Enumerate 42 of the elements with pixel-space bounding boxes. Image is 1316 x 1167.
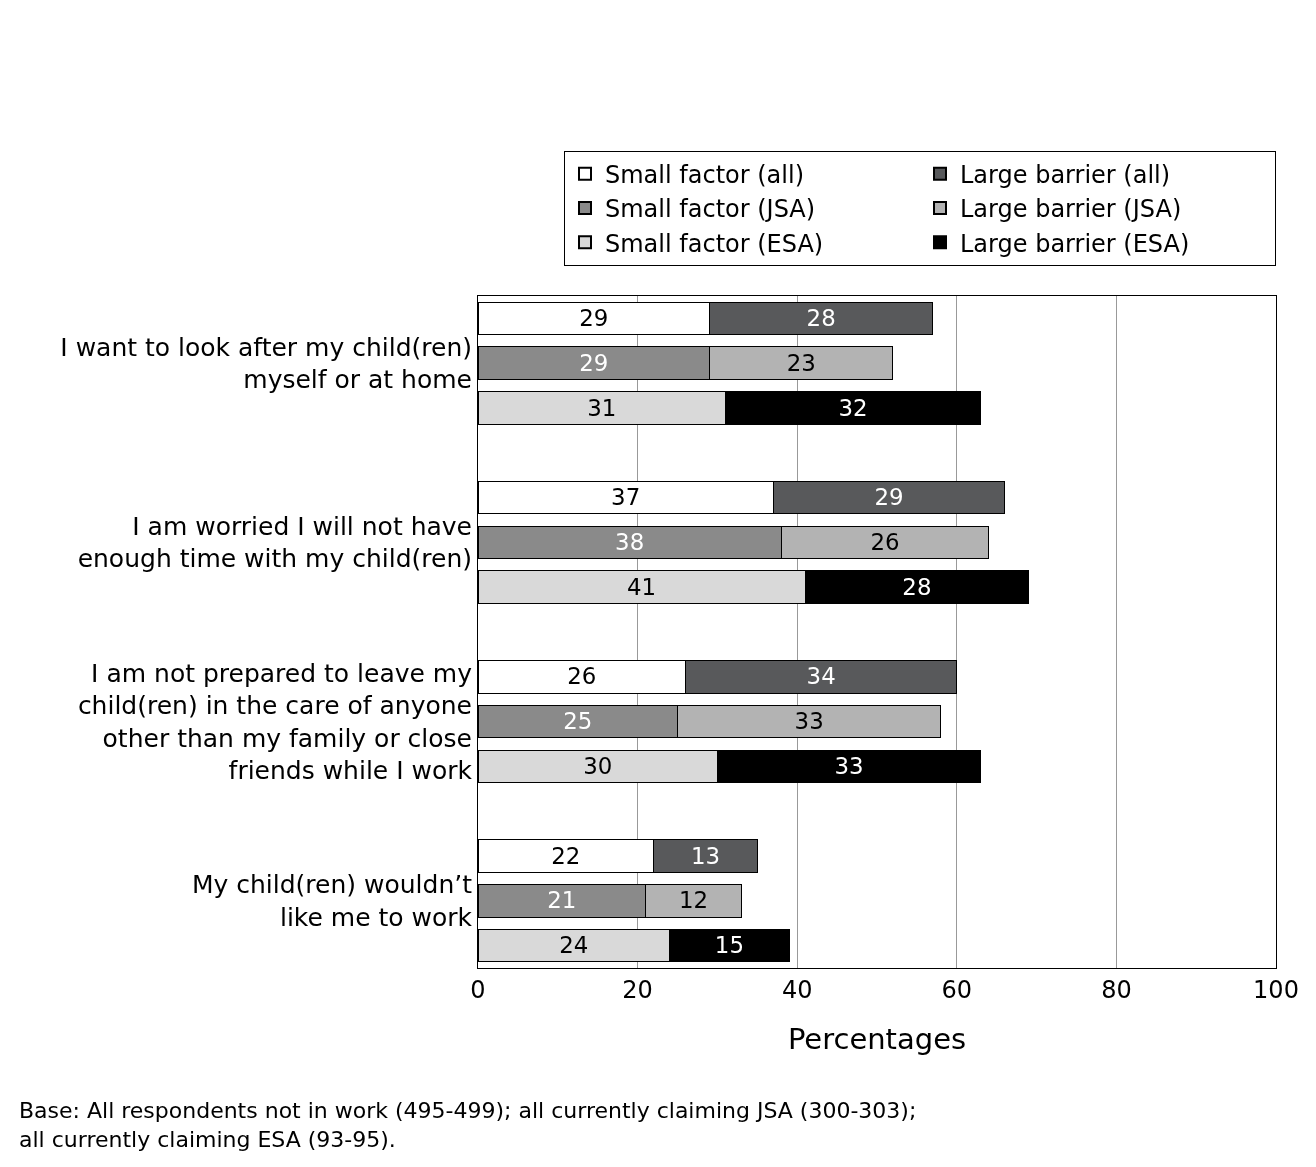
legend-label: Small factor (ESA) bbox=[605, 229, 824, 258]
x-tick-label: 60 bbox=[941, 975, 973, 1004]
y-tick-label: I want to look after my child(ren) myself or at home bbox=[60, 332, 472, 395]
data-label: 22 bbox=[551, 842, 581, 869]
data-label: 30 bbox=[583, 753, 613, 780]
data-label: 12 bbox=[678, 887, 709, 914]
x-tick-label: 80 bbox=[1101, 975, 1132, 1004]
data-label: 28 bbox=[806, 305, 836, 332]
data-label: 37 bbox=[611, 484, 641, 511]
x-tick-label: 0 bbox=[470, 975, 486, 1004]
data-label: 26 bbox=[567, 663, 597, 690]
data-label: 32 bbox=[838, 394, 868, 421]
data-label: 23 bbox=[786, 349, 816, 376]
data-label: 25 bbox=[563, 708, 593, 735]
data-label: 21 bbox=[547, 887, 577, 914]
data-label: 15 bbox=[714, 932, 744, 959]
data-label: 29 bbox=[579, 305, 609, 332]
text: Base: All respondents not in work (495-499); all currently claiming JSA (300-303); all currently claiming ESA (93-95). bbox=[19, 1098, 917, 1152]
legend-label: Small factor (JSA) bbox=[605, 195, 816, 224]
data-label: 24 bbox=[559, 932, 589, 959]
data-label: 13 bbox=[690, 842, 720, 869]
x-tick-label: 20 bbox=[622, 975, 653, 1004]
data-label: 38 bbox=[615, 529, 645, 556]
x-tick-label: 40 bbox=[781, 975, 813, 1004]
data-label: 26 bbox=[870, 529, 900, 556]
data-label: 31 bbox=[587, 394, 617, 421]
x-axis-title: Percentages bbox=[787, 1021, 967, 1056]
data-label: 29 bbox=[874, 484, 904, 511]
legend-label: Large barrier (JSA) bbox=[960, 195, 1182, 224]
data-label: 28 bbox=[902, 573, 932, 600]
data-label: 41 bbox=[627, 573, 657, 600]
legend-label: Large barrier (all) bbox=[960, 161, 1171, 190]
x-tick-label: 100 bbox=[1253, 975, 1299, 1004]
data-label: 33 bbox=[794, 708, 824, 735]
data-label: 33 bbox=[834, 753, 864, 780]
legend-label: Small factor (all) bbox=[605, 161, 804, 190]
y-tick-label: My child(ren) wouldn’t like me to work bbox=[191, 870, 473, 932]
y-tick-label: I am not prepared to leave my child(ren) in the care of anyone other than my family or close friends while I work bbox=[77, 658, 473, 786]
legend-label: Large barrier (ESA) bbox=[960, 229, 1190, 258]
y-tick-label: I am worried I will not have enough time with my child(ren) bbox=[77, 511, 472, 574]
data-label: 34 bbox=[806, 663, 836, 690]
data-label: 29 bbox=[579, 349, 609, 376]
